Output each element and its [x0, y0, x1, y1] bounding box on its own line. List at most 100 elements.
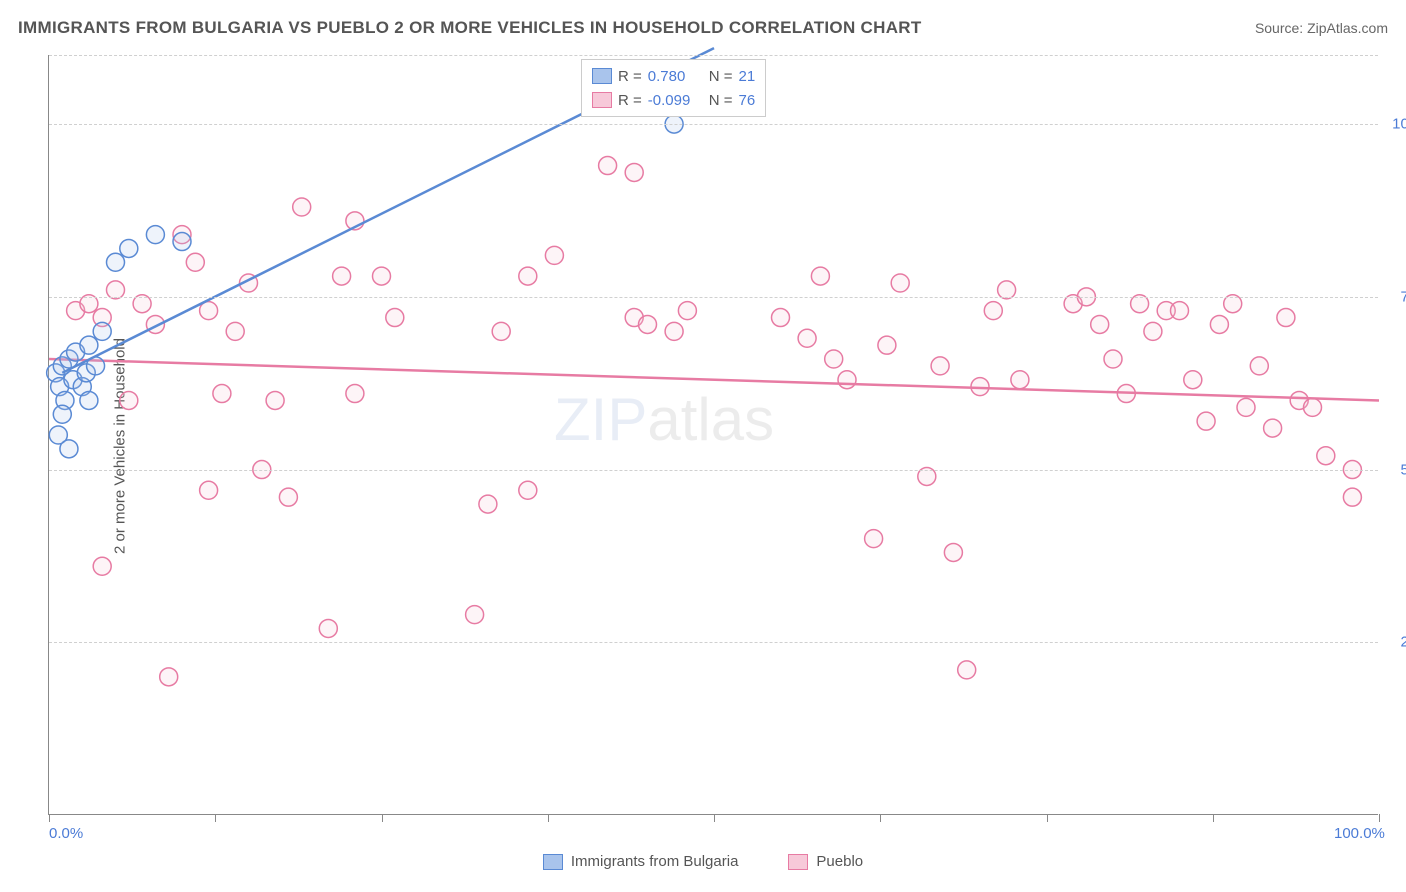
data-point: [519, 481, 537, 499]
data-point: [53, 405, 71, 423]
data-point: [1011, 371, 1029, 389]
data-point: [519, 267, 537, 285]
legend-label-bulgaria: Immigrants from Bulgaria: [571, 853, 739, 870]
legend-n-prefix: N =: [709, 68, 733, 85]
swatch-pueblo: [592, 92, 612, 108]
gridline: [49, 124, 1378, 125]
data-point: [60, 440, 78, 458]
data-point: [545, 246, 563, 264]
data-point: [772, 309, 790, 327]
legend-bottom: Immigrants from Bulgaria Pueblo: [0, 853, 1406, 870]
data-point: [173, 233, 191, 251]
legend-item-bulgaria: Immigrants from Bulgaria: [543, 853, 739, 870]
swatch-bulgaria: [592, 68, 612, 84]
data-point: [811, 267, 829, 285]
data-point: [333, 267, 351, 285]
data-point: [93, 322, 111, 340]
chart-container: IMMIGRANTS FROM BULGARIA VS PUEBLO 2 OR …: [0, 0, 1406, 892]
legend-row-bulgaria: R = 0.780 N = 21: [592, 64, 755, 88]
x-tick: [49, 814, 50, 822]
y-tick-label: 100.0%: [1383, 116, 1406, 133]
data-point: [107, 253, 125, 271]
data-point: [1091, 315, 1109, 333]
legend-r-prefix: R =: [618, 68, 642, 85]
data-point: [1184, 371, 1202, 389]
data-point: [678, 302, 696, 320]
data-point: [160, 668, 178, 686]
legend-item-pueblo: Pueblo: [788, 853, 863, 870]
data-point: [865, 530, 883, 548]
data-point: [1343, 488, 1361, 506]
data-point: [1104, 350, 1122, 368]
x-tick: [215, 814, 216, 822]
data-point: [1304, 398, 1322, 416]
data-point: [599, 157, 617, 175]
x-tick: [548, 814, 549, 822]
data-point: [1144, 322, 1162, 340]
source-label: Source: ZipAtlas.com: [1255, 20, 1388, 36]
legend-r-pueblo: -0.099: [648, 92, 703, 109]
x-tick: [1047, 814, 1048, 822]
data-point: [186, 253, 204, 271]
data-point: [944, 543, 962, 561]
swatch-pueblo-2: [788, 854, 808, 870]
data-point: [798, 329, 816, 347]
data-point: [120, 239, 138, 257]
legend-correlation-box: R = 0.780 N = 21 R = -0.099 N = 76: [581, 59, 766, 117]
data-point: [346, 385, 364, 403]
data-point: [1277, 309, 1295, 327]
data-point: [200, 481, 218, 499]
data-point: [665, 322, 683, 340]
data-point: [931, 357, 949, 375]
data-point: [293, 198, 311, 216]
data-point: [319, 619, 337, 637]
legend-r-prefix-2: R =: [618, 92, 642, 109]
legend-label-pueblo: Pueblo: [816, 853, 863, 870]
data-point: [1317, 447, 1335, 465]
x-tick-label: 0.0%: [49, 825, 83, 842]
plot-area: ZIPatlas R = 0.780 N = 21 R = -0.099 N =…: [48, 55, 1378, 815]
data-point: [386, 309, 404, 327]
gridline: [49, 642, 1378, 643]
data-point: [80, 336, 98, 354]
x-tick: [1379, 814, 1380, 822]
data-point: [279, 488, 297, 506]
data-point: [492, 322, 510, 340]
legend-r-bulgaria: 0.780: [648, 68, 703, 85]
data-point: [466, 606, 484, 624]
data-point: [1171, 302, 1189, 320]
legend-n-prefix-2: N =: [709, 92, 733, 109]
data-point: [984, 302, 1002, 320]
data-point: [80, 391, 98, 409]
header: IMMIGRANTS FROM BULGARIA VS PUEBLO 2 OR …: [18, 18, 1388, 38]
gridline: [49, 55, 1378, 56]
data-point: [120, 391, 138, 409]
data-point: [266, 391, 284, 409]
swatch-bulgaria-2: [543, 854, 563, 870]
data-point: [958, 661, 976, 679]
y-tick-label: 25.0%: [1383, 634, 1406, 651]
data-point: [1197, 412, 1215, 430]
legend-n-pueblo: 76: [739, 92, 756, 109]
data-point: [93, 557, 111, 575]
x-tick: [714, 814, 715, 822]
data-point: [1250, 357, 1268, 375]
data-point: [1237, 398, 1255, 416]
y-tick-label: 75.0%: [1383, 288, 1406, 305]
chart-title: IMMIGRANTS FROM BULGARIA VS PUEBLO 2 OR …: [18, 18, 922, 38]
y-tick-label: 50.0%: [1383, 461, 1406, 478]
data-point: [479, 495, 497, 513]
data-point: [373, 267, 391, 285]
x-tick-label: 100.0%: [1334, 825, 1385, 842]
data-point: [226, 322, 244, 340]
data-point: [146, 226, 164, 244]
gridline: [49, 470, 1378, 471]
data-point: [878, 336, 896, 354]
gridline: [49, 297, 1378, 298]
data-point: [1264, 419, 1282, 437]
data-point: [891, 274, 909, 292]
data-point: [213, 385, 231, 403]
x-tick: [382, 814, 383, 822]
data-point: [825, 350, 843, 368]
legend-row-pueblo: R = -0.099 N = 76: [592, 88, 755, 112]
